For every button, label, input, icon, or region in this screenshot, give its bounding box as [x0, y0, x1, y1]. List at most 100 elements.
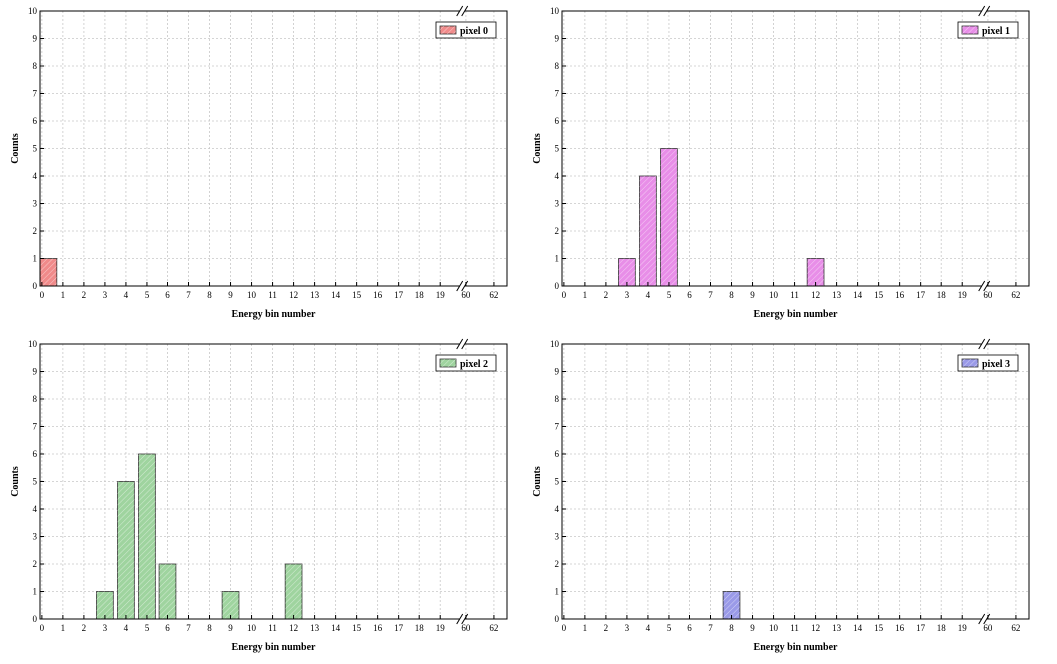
- y-tick-label: 7: [555, 89, 560, 99]
- axis-break-mark: [983, 613, 991, 625]
- y-tick-label: 7: [33, 422, 38, 432]
- axis-break-gap: [459, 614, 465, 624]
- x-tick-label: 5: [667, 290, 672, 300]
- y-tick-label: 10: [28, 6, 38, 16]
- y-tick-label: 10: [28, 339, 38, 349]
- bar-hatch-bin-0: [40, 258, 57, 286]
- x-tick-label: 15: [352, 290, 362, 300]
- x-tick-label: 0: [40, 623, 45, 633]
- bar-hatch-bin-6: [159, 564, 176, 619]
- x-tick-label: 19: [436, 623, 446, 633]
- x-tick-label: 1: [61, 290, 66, 300]
- bar-hatch-bin-5: [660, 148, 678, 286]
- x-tick-label: 0: [562, 623, 567, 633]
- x-tick-label: 13: [832, 623, 842, 633]
- axis-break-mark: [978, 280, 986, 292]
- x-tick-label: 16: [373, 290, 383, 300]
- x-tick-label: 17: [916, 623, 926, 633]
- bar-hatch-bin-12: [285, 564, 302, 619]
- axis-break-mark: [461, 280, 469, 292]
- x-tick-label: 10: [769, 290, 779, 300]
- axis-break-mark: [456, 280, 464, 292]
- x-tick-label: 14: [331, 623, 341, 633]
- y-tick-label: 4: [555, 171, 560, 181]
- x-tick-label: 2: [82, 290, 87, 300]
- axis-break-mark: [461, 5, 469, 17]
- y-axis-label: Counts: [10, 133, 21, 164]
- x-tick-label: 3: [103, 290, 108, 300]
- y-tick-label: 6: [33, 116, 38, 126]
- x-tick-label: 8: [207, 623, 212, 633]
- x-tick-label: 60: [983, 290, 993, 300]
- x-axis-label: Energy bin number: [232, 642, 316, 653]
- y-tick-label: 8: [33, 61, 38, 71]
- x-tick-label: 12: [811, 623, 820, 633]
- y-tick-label: 0: [33, 281, 38, 291]
- axis-break-gap: [981, 339, 987, 349]
- x-tick-label: 17: [916, 290, 926, 300]
- x-tick-label: 16: [895, 623, 905, 633]
- legend-swatch-hatch: [962, 26, 978, 34]
- y-tick-label: 3: [555, 199, 560, 209]
- axis-break-mark: [456, 613, 464, 625]
- y-tick-label: 4: [555, 504, 560, 514]
- legend-label: pixel 1: [982, 26, 1010, 37]
- x-tick-label: 17: [394, 290, 404, 300]
- x-tick-label: 13: [832, 290, 842, 300]
- x-tick-label: 17: [394, 623, 404, 633]
- x-tick-label: 16: [895, 290, 905, 300]
- x-tick-label: 7: [708, 290, 713, 300]
- x-tick-label: 13: [310, 623, 320, 633]
- y-axis-label: Counts: [10, 466, 21, 497]
- y-tick-label: 5: [33, 144, 38, 154]
- x-tick-label: 0: [562, 290, 567, 300]
- x-tick-label: 12: [811, 290, 820, 300]
- y-axis-label: Counts: [532, 466, 543, 497]
- y-tick-label: 4: [33, 504, 38, 514]
- x-tick-label: 12: [289, 623, 298, 633]
- x-tick-label: 60: [983, 623, 993, 633]
- y-tick-label: 3: [33, 199, 38, 209]
- y-tick-label: 5: [33, 477, 38, 487]
- x-axis-label: Energy bin number: [754, 309, 838, 320]
- y-tick-label: 5: [555, 144, 560, 154]
- x-tick-label: 3: [625, 623, 630, 633]
- x-tick-label: 3: [625, 290, 630, 300]
- axis-break-gap: [981, 281, 987, 291]
- y-tick-label: 1: [555, 254, 560, 264]
- x-tick-label: 4: [124, 623, 129, 633]
- x-tick-label: 62: [489, 623, 498, 633]
- axis-break-gap: [459, 339, 465, 349]
- x-axis-label: Energy bin number: [754, 642, 838, 653]
- axis-break-mark: [978, 338, 986, 350]
- y-tick-label: 6: [555, 116, 560, 126]
- x-tick-label: 11: [790, 623, 799, 633]
- y-tick-label: 8: [555, 394, 560, 404]
- x-tick-label: 15: [874, 290, 884, 300]
- y-tick-label: 2: [555, 559, 560, 569]
- axis-break-mark: [461, 338, 469, 350]
- x-tick-label: 5: [145, 623, 150, 633]
- x-tick-label: 4: [646, 290, 651, 300]
- y-tick-label: 0: [555, 281, 560, 291]
- bar-hatch-bin-3: [618, 258, 636, 286]
- y-tick-label: 8: [33, 394, 38, 404]
- x-tick-label: 7: [186, 290, 191, 300]
- x-tick-label: 15: [874, 623, 884, 633]
- y-tick-label: 1: [33, 587, 38, 597]
- x-tick-label: 3: [103, 623, 108, 633]
- x-tick-label: 18: [415, 290, 425, 300]
- x-tick-label: 10: [247, 290, 257, 300]
- y-axis-label: Counts: [532, 133, 543, 164]
- x-tick-label: 11: [790, 290, 799, 300]
- axis-break-mark: [978, 613, 986, 625]
- y-tick-label: 6: [33, 449, 38, 459]
- bar-hatch-bin-4: [639, 176, 657, 286]
- x-tick-label: 8: [729, 290, 734, 300]
- y-tick-label: 6: [555, 449, 560, 459]
- y-tick-label: 5: [555, 477, 560, 487]
- x-tick-label: 19: [436, 290, 446, 300]
- axis-break-gap: [459, 281, 465, 291]
